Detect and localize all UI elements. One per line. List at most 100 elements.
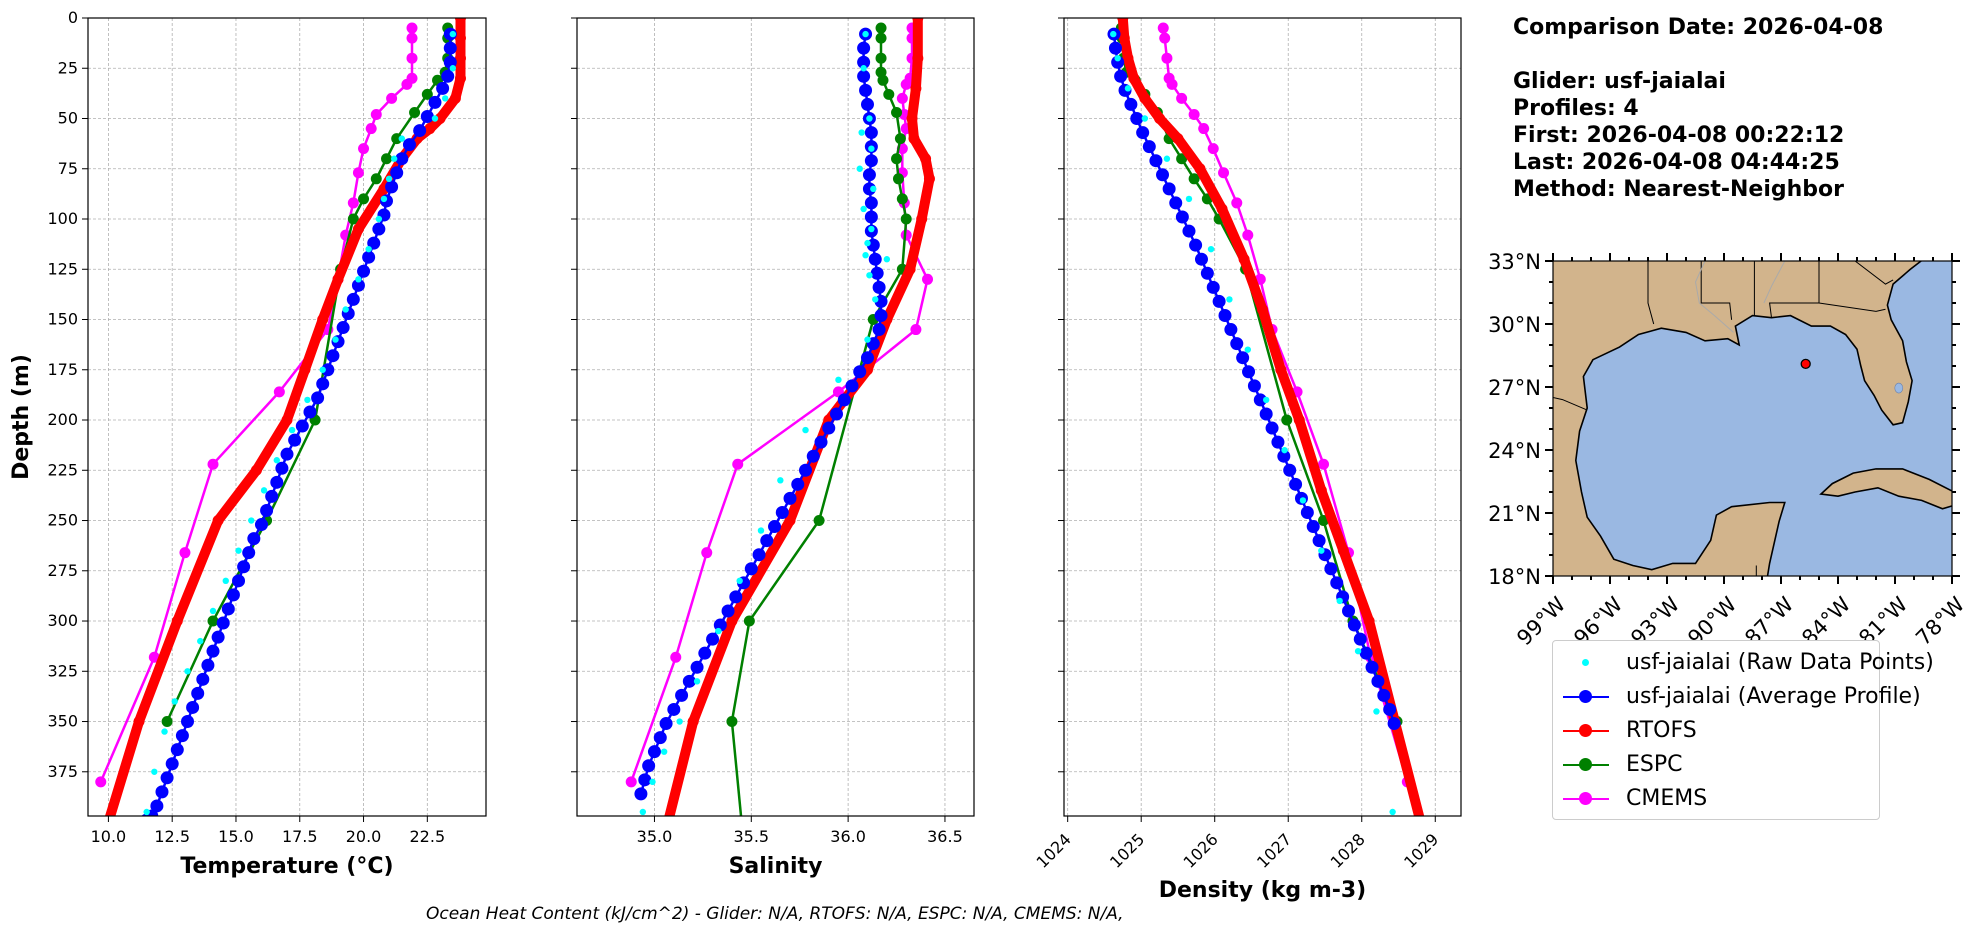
data-point-glider [1387,717,1401,731]
data-point-glider [165,757,179,771]
x-tick-label: 1028 [1327,830,1369,872]
x-tick-label: 1025 [1106,830,1148,872]
plot-area [625,18,935,828]
data-point-glider [428,95,442,109]
data-point-glider [874,308,888,322]
info-line: Glider: usf-jaialai [1513,69,1726,94]
data-point-cmems [352,167,364,179]
data-point-rtofs [663,817,674,828]
data-point-glider [729,590,743,604]
data-point-glider [1236,351,1250,365]
data-point-raw [398,135,406,142]
data-point-rtofs [1363,615,1375,627]
data-point-glider [768,520,782,534]
data-point-glider [1224,323,1238,337]
legend-marker [1579,792,1592,805]
x-tick-label: 10.0 [91,827,127,846]
info-line: Last: 2026-04-08 04:44:25 [1513,150,1840,175]
data-point-raw [1354,647,1362,655]
data-point-raw [1281,446,1288,454]
data-point-glider [862,168,876,182]
data-point-cmems [365,123,377,135]
data-point-glider [830,407,844,421]
data-point-glider [1218,308,1232,322]
plot-area [95,18,466,816]
data-point-glider [837,393,851,407]
data-point-cmems [1159,32,1171,44]
data-point-cmems [347,197,359,209]
data-point-espc [358,193,370,205]
data-point-glider [864,126,878,140]
data-point-rtofs [904,263,916,275]
data-point-raw [355,276,362,283]
data-point-cmems [1218,167,1230,179]
data-point-raw [860,65,867,72]
data-point-rtofs [454,72,466,84]
data-point-espc [883,88,895,100]
series-espc [726,22,912,816]
data-point-espc [1281,414,1293,426]
x-tick-label: 1026 [1180,830,1222,872]
data-point-rtofs [1139,92,1151,104]
y-tick-label: 200 [47,410,78,429]
data-point-rtofs [332,273,344,285]
y-axis-label: Depth (m) [9,354,34,480]
data-point-glider [150,799,164,813]
data-point-espc [421,88,433,100]
border-line [1769,261,1820,318]
x-tick-label: 1027 [1253,830,1295,872]
data-point-glider [295,419,309,433]
data-point-espc [381,153,392,165]
gulf-of-mexico [1574,261,1952,576]
data-point-rtofs [133,716,145,728]
data-point-glider [1194,252,1208,266]
data-point-rtofs [250,464,262,476]
data-point-rtofs [454,32,466,44]
data-point-glider [351,278,365,292]
data-point-raw [380,195,388,203]
data-point-cmems [625,776,637,788]
data-point-glider [1242,365,1256,379]
data-point-espc [900,213,912,225]
data-point-glider [872,280,886,294]
data-point-glider [1347,618,1361,632]
data-point-glider [1200,266,1214,280]
data-point-rtofs [910,82,922,94]
map-lon-label: 78°W [1911,592,1969,650]
data-point-glider [372,222,386,236]
data-point-rtofs [784,515,796,527]
legend-label: usf-jaialai (Raw Data Points) [1626,650,1934,675]
data-point-raw [835,376,842,384]
data-point-raw [304,396,311,404]
data-point-rtofs [317,314,329,326]
data-point-glider [270,475,284,489]
data-point-cmems [179,547,191,559]
data-point-rtofs [424,123,436,135]
map-lat-label: 24°N [1488,439,1541,463]
data-point-glider [870,266,884,280]
data-point-raw [660,748,668,755]
data-point-glider [336,321,350,335]
data-point-rtofs [434,113,446,125]
data-point-raw [866,272,873,279]
data-point-glider [402,138,416,152]
data-point-glider [1111,55,1125,69]
y-tick-label: 150 [47,310,78,329]
legend-marker [1579,690,1592,703]
data-point-raw [715,627,722,635]
plot-area [1107,18,1425,816]
border-line [1854,261,1894,285]
series-cmems [625,22,934,788]
x-tick-label: 12.5 [154,827,190,846]
data-point-glider [721,604,735,618]
data-point-rtofs [912,18,924,24]
data-point-raw [235,547,242,554]
data-point-glider [1312,534,1326,548]
data-point-glider [385,180,399,194]
data-point-glider [1156,168,1170,182]
data-point-glider [226,588,240,602]
data-point-rtofs [908,133,920,145]
data-point-cmems [732,458,744,470]
x-tick-label: 1029 [1400,830,1442,872]
chart-panel-1: 10.0 12.5 15.0 17.5 20.0 22.5 0 25 50 75 100 125 150… [9,8,487,879]
